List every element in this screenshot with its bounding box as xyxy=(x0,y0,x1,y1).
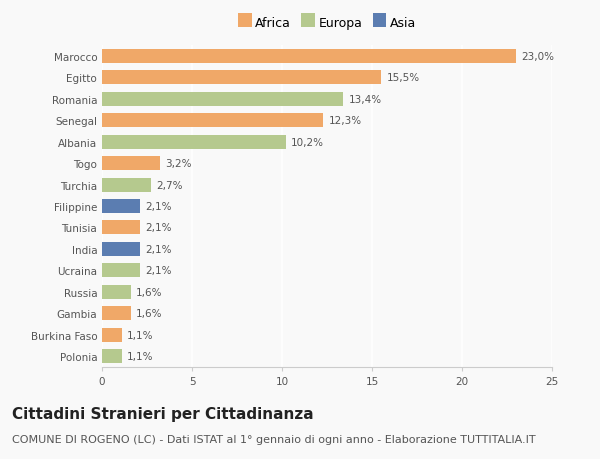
Bar xyxy=(102,242,140,256)
Bar xyxy=(102,178,151,192)
Text: 15,5%: 15,5% xyxy=(386,73,419,83)
Text: 2,1%: 2,1% xyxy=(145,244,172,254)
Bar xyxy=(102,200,140,213)
Text: 12,3%: 12,3% xyxy=(329,116,362,126)
Text: 2,1%: 2,1% xyxy=(145,223,172,233)
Text: 10,2%: 10,2% xyxy=(291,137,324,147)
Bar xyxy=(102,350,122,364)
Text: 3,2%: 3,2% xyxy=(165,159,191,169)
Bar xyxy=(102,264,140,278)
Text: 2,1%: 2,1% xyxy=(145,202,172,212)
Bar xyxy=(102,328,122,342)
Bar xyxy=(102,71,381,85)
Text: 1,1%: 1,1% xyxy=(127,352,154,362)
Bar xyxy=(102,221,140,235)
Bar xyxy=(102,135,286,149)
Text: 2,1%: 2,1% xyxy=(145,266,172,276)
Bar xyxy=(102,307,131,320)
Text: 13,4%: 13,4% xyxy=(349,95,382,105)
Text: 1,6%: 1,6% xyxy=(136,287,163,297)
Bar xyxy=(102,285,131,299)
Text: 23,0%: 23,0% xyxy=(521,51,554,62)
Text: 1,6%: 1,6% xyxy=(136,308,163,319)
Bar xyxy=(102,114,323,128)
Bar xyxy=(102,93,343,106)
Text: 2,7%: 2,7% xyxy=(156,180,182,190)
Legend: Africa, Europa, Asia: Africa, Europa, Asia xyxy=(234,13,420,33)
Text: COMUNE DI ROGENO (LC) - Dati ISTAT al 1° gennaio di ogni anno - Elaborazione TUT: COMUNE DI ROGENO (LC) - Dati ISTAT al 1°… xyxy=(12,434,536,444)
Bar xyxy=(102,157,160,171)
Text: 1,1%: 1,1% xyxy=(127,330,154,340)
Text: Cittadini Stranieri per Cittadinanza: Cittadini Stranieri per Cittadinanza xyxy=(12,406,314,421)
Bar xyxy=(102,50,516,64)
